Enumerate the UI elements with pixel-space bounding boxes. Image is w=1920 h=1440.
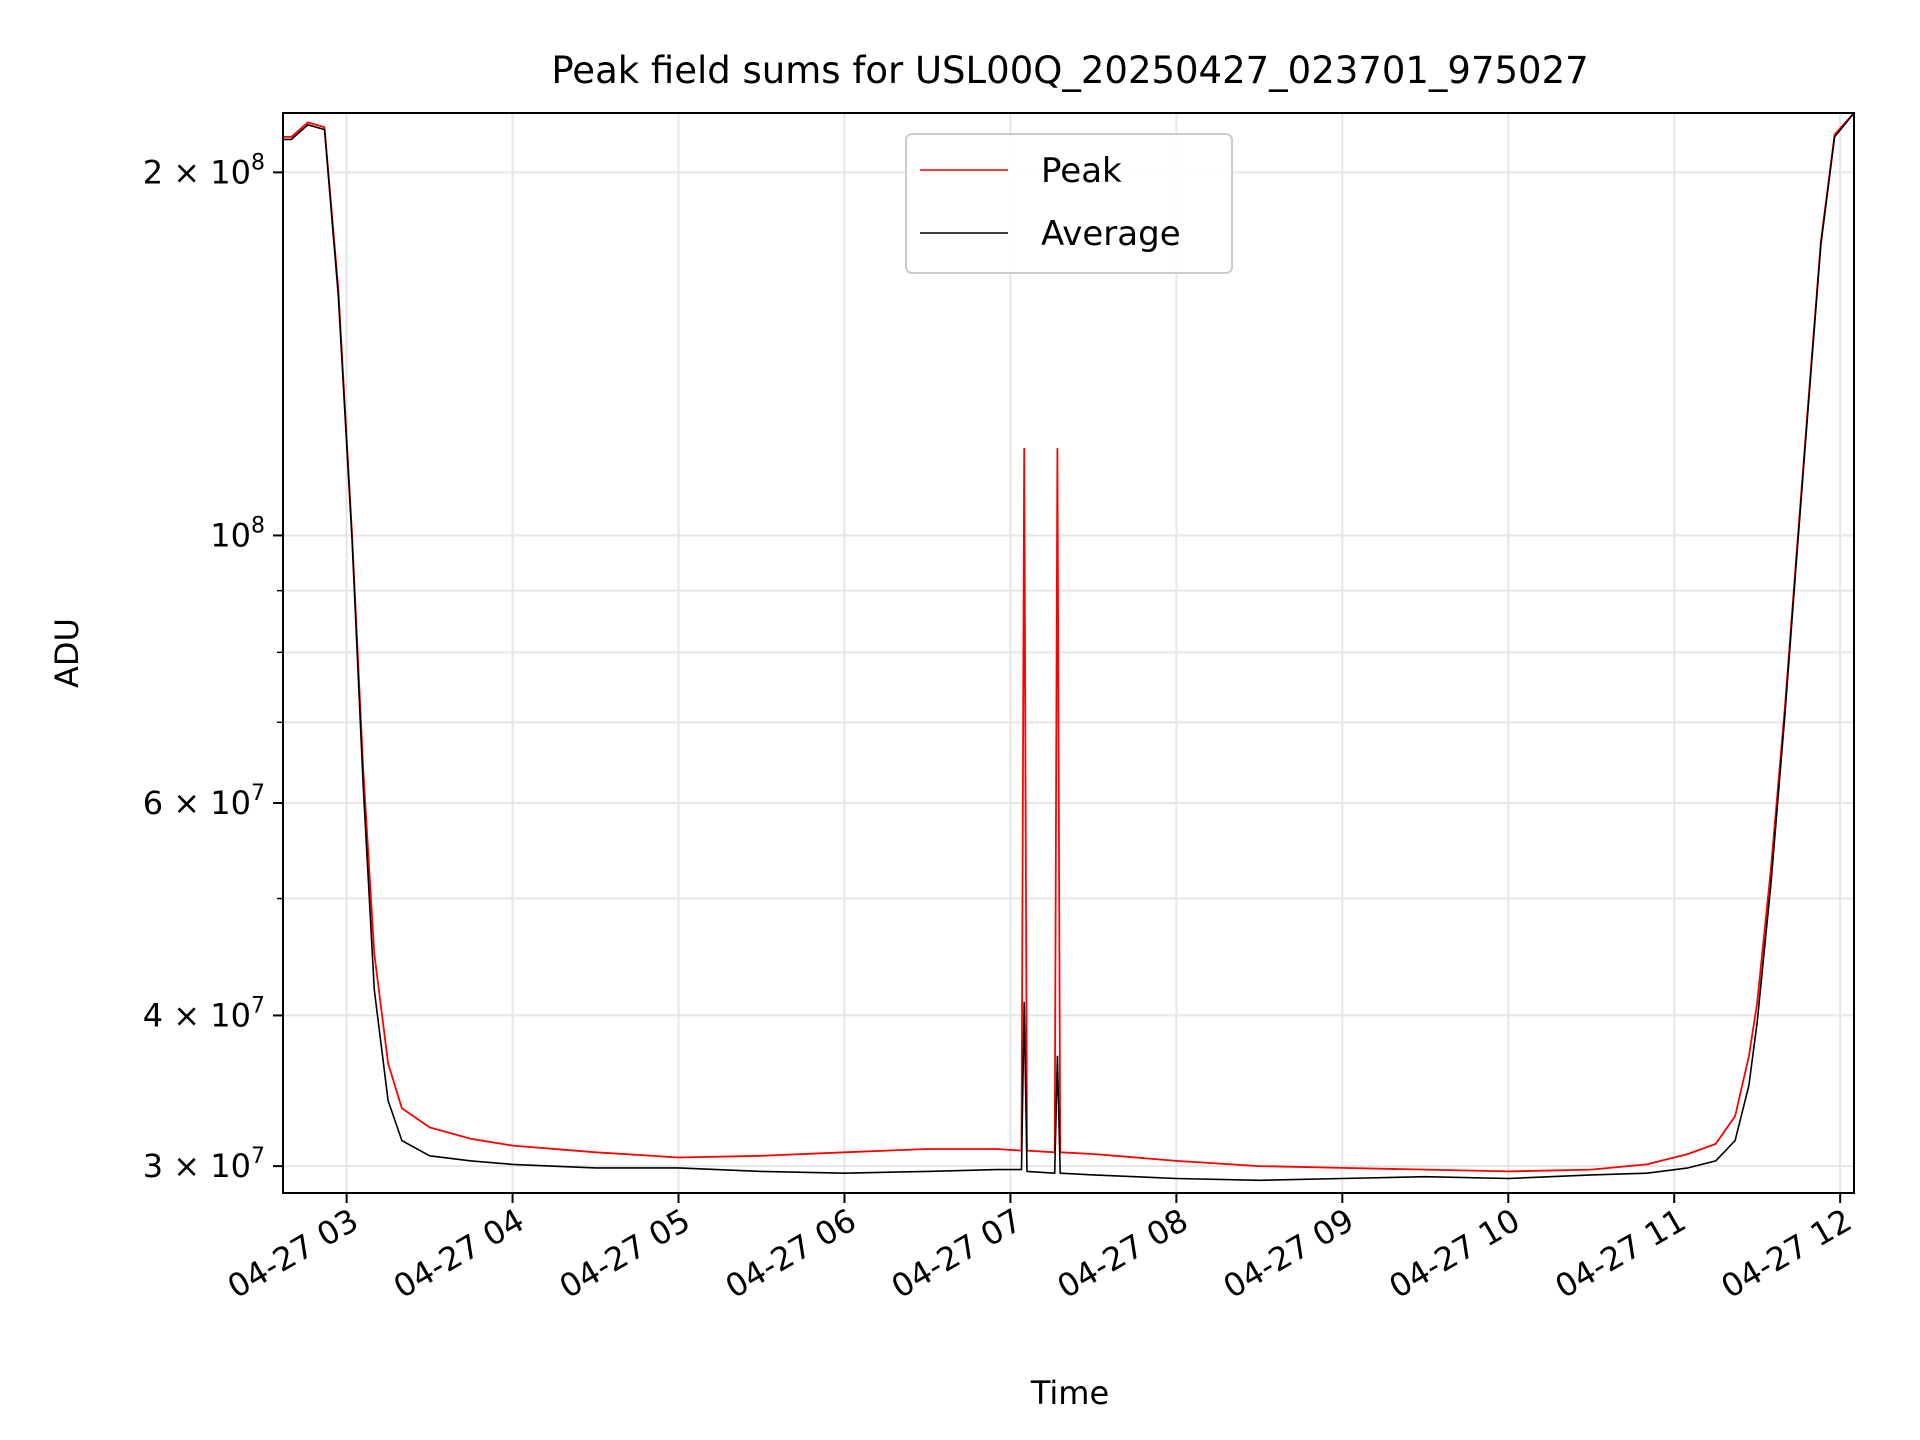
y-tick-label: 2 × 108 xyxy=(143,150,265,191)
legend-label-average: Average xyxy=(1041,214,1181,254)
y-tick-label: 4 × 107 xyxy=(143,993,265,1034)
y-axis-label: ADU xyxy=(48,618,86,688)
y-tick-label: 3 × 107 xyxy=(143,1144,265,1185)
x-axis-label: Time xyxy=(1030,1374,1109,1412)
series-line-average xyxy=(283,113,1854,1182)
chart-title: Peak field sums for USL00Q_20250427_0237… xyxy=(551,49,1588,92)
legend-box xyxy=(905,133,1233,274)
series-lines xyxy=(283,113,1854,1182)
legend-label-peak: Peak xyxy=(1041,151,1122,191)
legend: Peak Average xyxy=(905,133,1233,274)
y-tick-label: 6 × 107 xyxy=(143,781,265,822)
grid-lines xyxy=(283,113,1854,1193)
